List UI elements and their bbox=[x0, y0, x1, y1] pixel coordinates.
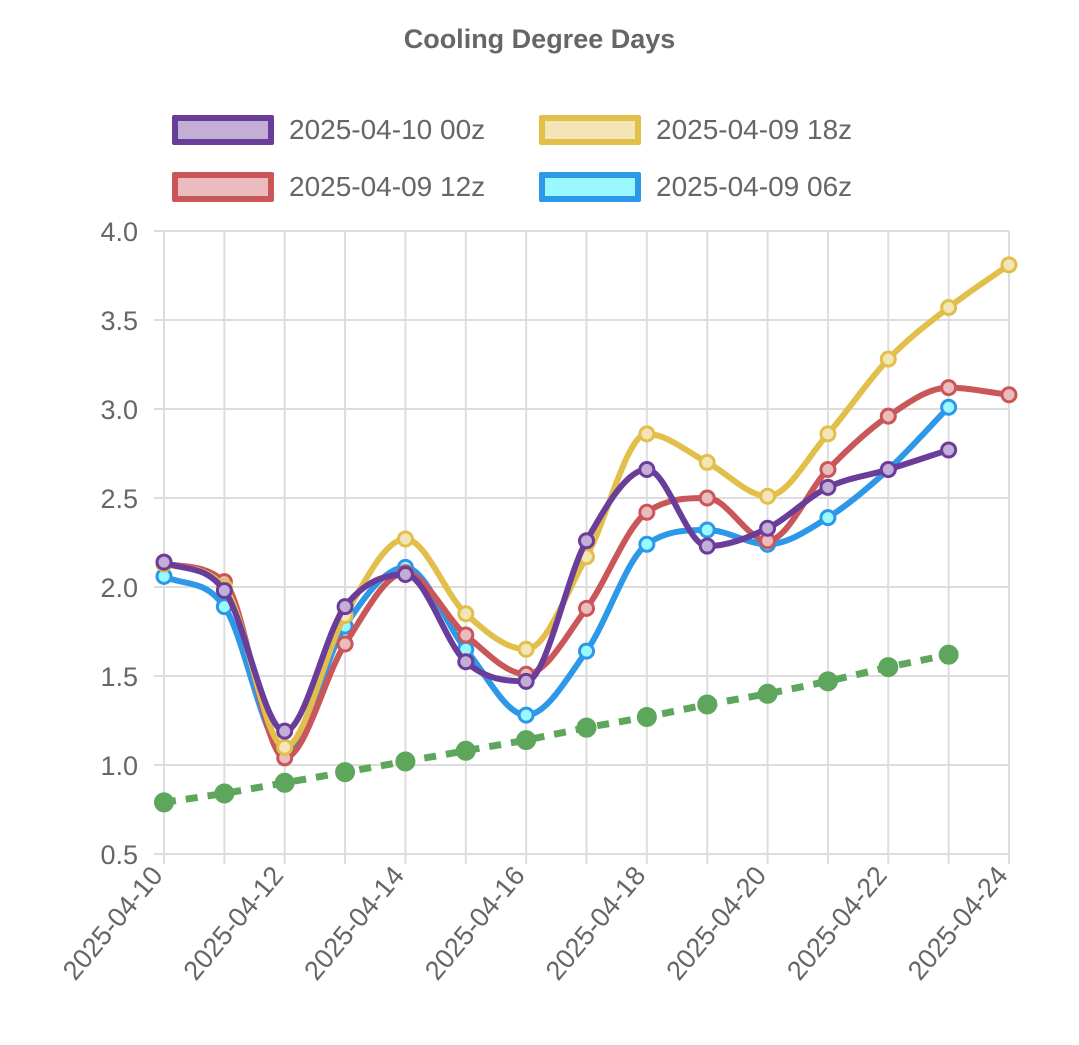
data-point bbox=[878, 657, 899, 678]
data-point bbox=[517, 640, 535, 658]
data-point bbox=[576, 717, 597, 738]
data-point bbox=[879, 461, 897, 479]
legend-swatch bbox=[172, 115, 274, 145]
data-point bbox=[940, 398, 958, 416]
data-point bbox=[457, 626, 475, 644]
data-point bbox=[336, 635, 354, 653]
y-tick-label: 3.5 bbox=[100, 306, 138, 336]
data-point bbox=[879, 350, 897, 368]
x-tick-label: 2025-04-14 bbox=[298, 861, 410, 986]
x-tick-label: 2025-04-22 bbox=[781, 861, 893, 986]
series-trend bbox=[154, 644, 959, 813]
legend-item-2025-04-09-06z[interactable]: 2025-04-09 06z bbox=[539, 171, 852, 203]
y-tick-label: 2.0 bbox=[100, 573, 138, 603]
data-point bbox=[215, 582, 233, 600]
data-point bbox=[697, 694, 718, 715]
data-point bbox=[757, 683, 778, 704]
data-point bbox=[578, 532, 595, 550]
x-tick-label: 2025-04-20 bbox=[660, 861, 772, 986]
data-point bbox=[636, 706, 657, 727]
legend-label: 2025-04-09 18z bbox=[656, 114, 853, 145]
data-point bbox=[276, 722, 294, 740]
y-tick-label: 3.0 bbox=[100, 395, 138, 425]
legend-label: 2025-04-09 06z bbox=[656, 171, 853, 202]
legend-item-2025-04-10-00z[interactable]: 2025-04-10 00z bbox=[172, 114, 485, 146]
series-2025-04-09-06z bbox=[155, 398, 958, 760]
x-tick-label: 2025-04-18 bbox=[540, 861, 652, 986]
x-tick-label: 2025-04-24 bbox=[902, 861, 1014, 986]
data-point bbox=[336, 598, 354, 616]
data-point bbox=[395, 751, 416, 772]
chart-legend: 2025-04-10 00z 2025-04-09 18z 2025-04-09… bbox=[0, 0, 1079, 220]
data-point bbox=[879, 407, 897, 425]
y-tick-label: 1.0 bbox=[100, 751, 138, 781]
y-tick-label: 1.5 bbox=[100, 662, 138, 692]
data-point bbox=[396, 530, 414, 548]
data-point bbox=[1000, 256, 1018, 274]
data-point bbox=[455, 740, 476, 761]
data-point bbox=[940, 441, 958, 459]
data-point bbox=[578, 642, 595, 660]
data-point bbox=[638, 461, 656, 479]
legend-label: 2025-04-09 12z bbox=[289, 171, 486, 202]
y-tick-label: 2.5 bbox=[100, 484, 138, 514]
data-point bbox=[819, 478, 837, 496]
legend-swatch bbox=[172, 172, 274, 202]
x-tick-label: 2025-04-10 bbox=[57, 861, 169, 986]
data-point bbox=[638, 503, 656, 521]
data-point bbox=[517, 706, 535, 724]
data-point bbox=[517, 672, 535, 690]
data-point bbox=[155, 553, 173, 571]
data-point bbox=[214, 783, 235, 804]
data-point bbox=[335, 762, 356, 783]
data-point bbox=[638, 425, 656, 443]
data-point bbox=[154, 792, 174, 813]
data-point bbox=[396, 566, 414, 584]
chart-title: Cooling Degree Days bbox=[403, 24, 676, 54]
data-point bbox=[940, 379, 958, 397]
data-point bbox=[940, 299, 958, 317]
data-point bbox=[698, 537, 716, 555]
x-tick-label: 2025-04-16 bbox=[419, 861, 531, 986]
legend-item-2025-04-09-12z[interactable]: 2025-04-09 12z bbox=[172, 171, 485, 203]
data-point bbox=[638, 535, 656, 553]
series-line bbox=[163, 651, 950, 806]
legend-swatch bbox=[539, 172, 641, 202]
data-point bbox=[938, 644, 959, 665]
data-point bbox=[578, 599, 595, 617]
legend-label: 2025-04-10 00z bbox=[289, 114, 486, 145]
data-point bbox=[759, 519, 777, 537]
data-point bbox=[759, 487, 777, 505]
data-point bbox=[817, 671, 838, 692]
data-point bbox=[819, 425, 837, 443]
data-point bbox=[819, 461, 837, 479]
data-point bbox=[819, 509, 837, 527]
legend-item-2025-04-09-18z[interactable]: 2025-04-09 18z bbox=[539, 114, 852, 146]
data-point bbox=[1000, 386, 1018, 404]
series-line bbox=[161, 404, 952, 754]
y-tick-label: 0.5 bbox=[100, 840, 138, 870]
data-point bbox=[276, 738, 294, 756]
x-tick-label: 2025-04-12 bbox=[178, 861, 290, 986]
data-point bbox=[457, 653, 475, 671]
legend-swatch bbox=[539, 115, 641, 145]
y-tick-label: 4.0 bbox=[100, 217, 138, 247]
series-2025-04-10-00z bbox=[155, 441, 958, 740]
data-point bbox=[698, 489, 716, 507]
data-point bbox=[698, 521, 716, 539]
data-point bbox=[457, 605, 475, 623]
data-point bbox=[274, 772, 295, 793]
data-point bbox=[698, 453, 716, 471]
data-point bbox=[516, 730, 537, 751]
